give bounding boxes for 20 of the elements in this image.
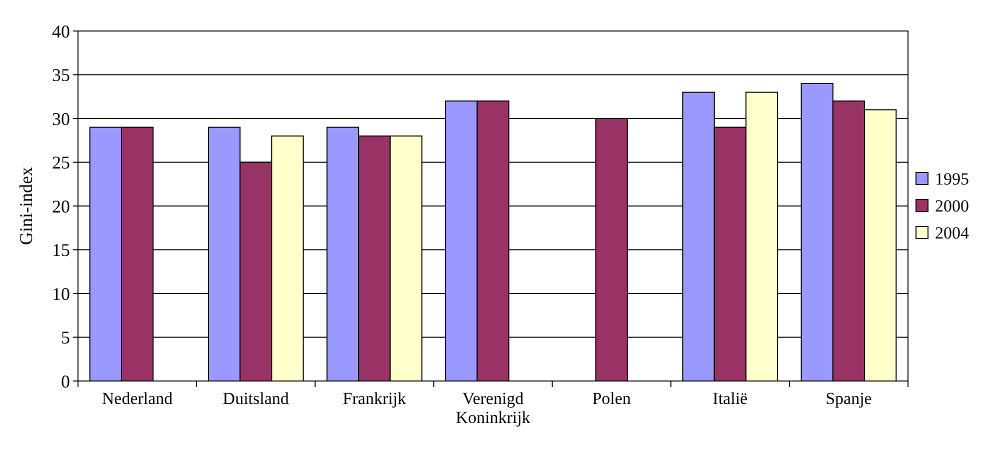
y-tick-label: 30 [52, 108, 70, 129]
legend-label: 2004 [935, 223, 970, 242]
x-tick-label: Polen [592, 389, 632, 408]
x-tick-label: Italië [712, 389, 748, 408]
x-tick-label: Spanje [826, 389, 872, 408]
x-tick-label: Duitsland [222, 389, 290, 408]
legend-label: 1995 [935, 169, 969, 188]
y-tick-label: 40 [52, 21, 70, 42]
y-tick-label: 0 [61, 371, 70, 392]
legend-label: 2000 [935, 196, 969, 216]
x-tick-label: Nederland [102, 389, 174, 408]
y-tick-label: 25 [52, 152, 70, 173]
x-tick-label: Frankrijk [342, 389, 407, 408]
y-tick-label: 15 [52, 240, 70, 260]
y-axis-title: Gini-index [16, 167, 36, 245]
x-tick-label: Verenigd Koninkrijk [456, 389, 531, 427]
y-tick-label: 10 [52, 284, 70, 304]
y-tick-label: 35 [52, 65, 70, 86]
y-tick-label: 5 [61, 328, 70, 348]
y-tick-label: 20 [52, 196, 70, 216]
